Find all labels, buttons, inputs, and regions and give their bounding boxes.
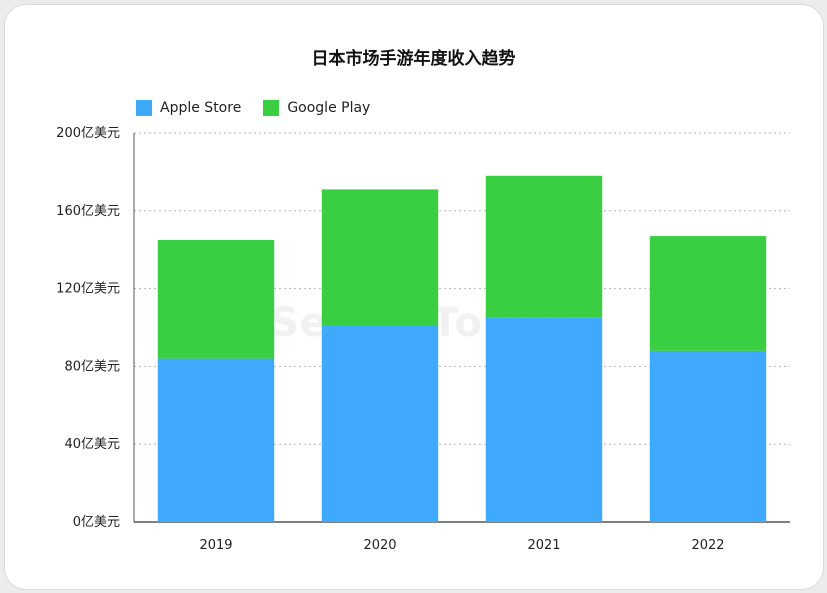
chart-title: 日本市场手游年度收入趋势 [311,49,516,69]
legend-item-google-play: Google Play [263,100,370,116]
y-tick-label: 200亿美元 [56,126,120,141]
y-tick-label: 160亿美元 [56,204,120,219]
legend-label-apple-store: Apple Store [160,100,242,116]
legend-item-apple-store: Apple Store [136,100,241,116]
bar-google-play-2019 [157,239,275,359]
legend: Apple Store Google Play [136,100,370,116]
bar-apple-store-2021 [485,317,603,522]
legend-swatch-google-play [263,100,280,116]
bar-apple-store-2022 [649,350,767,522]
y-tick-label: 120亿美元 [56,282,120,297]
x-tick-label: 2020 [363,538,396,553]
y-tick-label: 0亿美元 [73,515,120,530]
y-tick-label: 80亿美元 [64,359,120,374]
x-tick-label: 2019 [199,538,232,553]
legend-label-google-play: Google Play [287,100,371,116]
x-tick-label: 2022 [691,538,724,553]
bar-google-play-2020 [321,189,439,326]
y-tick-label: 40亿美元 [64,437,120,452]
legend-swatch-apple-store [136,100,152,116]
x-tick-label: 2021 [527,538,560,553]
bar-apple-store-2019 [157,358,275,522]
bar-apple-store-2020 [321,325,439,522]
bar-google-play-2021 [485,175,603,318]
bar-google-play-2022 [649,236,767,351]
